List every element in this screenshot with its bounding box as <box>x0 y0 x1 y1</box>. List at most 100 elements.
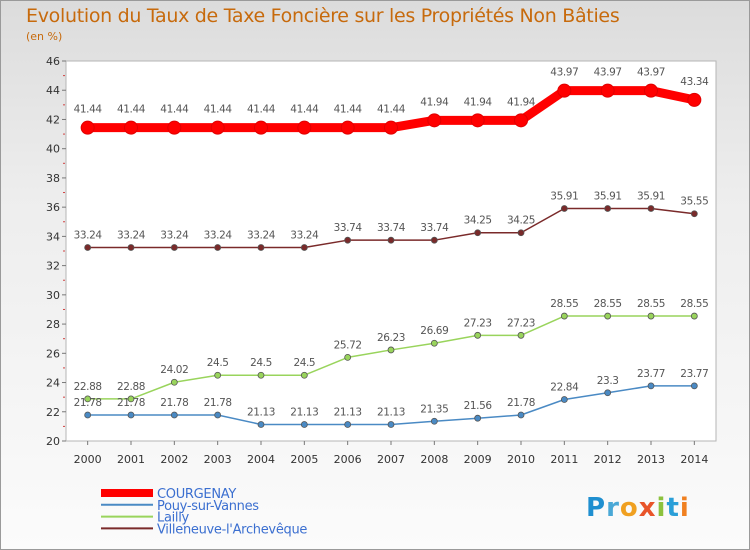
data-point <box>647 312 655 320</box>
data-label: 26.23 <box>377 332 405 344</box>
legend-label-1: Pouy-sur-Vannes <box>157 499 259 514</box>
x-tick-label: 2009 <box>464 453 492 466</box>
data-label: 24.5 <box>293 357 315 369</box>
x-tick-label: 2004 <box>247 453 275 466</box>
data-label: 23.77 <box>680 368 708 380</box>
data-point <box>474 229 482 237</box>
data-point <box>687 92 702 107</box>
data-label: 28.55 <box>594 298 622 310</box>
chart-title: Evolution du Taux de Taxe Foncière sur l… <box>26 5 620 27</box>
data-label: 35.91 <box>550 190 578 202</box>
data-label: 21.13 <box>247 406 275 418</box>
data-label: 41.94 <box>464 96 493 108</box>
x-tick-label: 2006 <box>334 453 362 466</box>
data-point <box>300 371 308 379</box>
x-tick-label: 2003 <box>204 453 232 466</box>
data-point <box>560 312 568 320</box>
data-point <box>127 411 135 419</box>
data-point <box>604 389 612 397</box>
data-label: 21.78 <box>74 397 102 409</box>
data-point <box>690 382 698 390</box>
data-label: 27.23 <box>507 317 535 329</box>
data-point <box>80 120 95 135</box>
data-label: 43.97 <box>594 67 622 79</box>
x-tick-label: 2002 <box>160 453 188 466</box>
data-point <box>514 113 528 128</box>
data-point <box>170 378 178 386</box>
data-label: 33.24 <box>204 229 233 241</box>
data-point <box>300 244 308 251</box>
proxiti-logo: Proxiti <box>586 493 690 523</box>
x-tick-label: 2014 <box>680 453 708 466</box>
y-tick-label: 26 <box>46 347 60 360</box>
data-point <box>384 120 398 135</box>
data-point <box>210 120 225 135</box>
data-label: 21.78 <box>117 397 145 409</box>
data-label: 35.55 <box>680 196 708 208</box>
data-point <box>254 120 268 135</box>
data-point <box>427 113 442 128</box>
data-label: 33.24 <box>160 229 189 241</box>
data-label: 41.44 <box>377 104 406 116</box>
data-label: 23.77 <box>637 368 665 380</box>
data-label: 35.91 <box>637 190 665 202</box>
data-label: 33.74 <box>420 222 449 234</box>
data-label: 21.13 <box>334 406 362 418</box>
y-tick-label: 22 <box>46 406 60 419</box>
data-point <box>604 205 612 212</box>
data-label: 41.94 <box>507 96 536 108</box>
data-point <box>297 120 312 135</box>
data-point <box>344 353 352 361</box>
y-tick-label: 36 <box>46 201 60 214</box>
data-point <box>474 331 482 339</box>
x-tick-label: 2010 <box>507 453 535 466</box>
x-tick-label: 2012 <box>594 453 622 466</box>
data-label: 22.88 <box>74 381 102 393</box>
data-point <box>387 421 395 428</box>
data-label: 25.72 <box>334 339 362 351</box>
y-tick-label: 34 <box>46 230 60 243</box>
data-point <box>344 421 352 428</box>
data-label: 28.55 <box>637 298 665 310</box>
x-tick-label: 2000 <box>74 453 102 466</box>
chart-subtitle: (en %) <box>26 30 63 43</box>
data-label: 41.44 <box>160 104 189 116</box>
data-label: 43.34 <box>680 76 709 88</box>
data-label: 33.24 <box>290 229 319 241</box>
y-tick-label: 30 <box>46 289 60 302</box>
data-point <box>84 411 92 419</box>
data-point <box>430 417 438 425</box>
legend-label-2: Lailly <box>157 511 190 526</box>
data-label: 21.13 <box>377 406 405 418</box>
data-point <box>257 371 265 379</box>
y-tick-label: 38 <box>46 172 60 185</box>
data-label: 43.97 <box>550 67 578 79</box>
y-tick-label: 40 <box>46 143 60 156</box>
data-point <box>690 312 698 320</box>
data-point <box>340 120 355 135</box>
data-point <box>690 210 698 218</box>
data-label: 21.78 <box>160 397 188 409</box>
data-label: 21.56 <box>464 400 493 412</box>
data-point <box>167 120 182 135</box>
y-tick-label: 32 <box>46 260 60 273</box>
data-point <box>604 312 612 320</box>
data-label: 41.94 <box>420 96 449 108</box>
data-label: 34.25 <box>507 215 535 227</box>
data-point <box>647 205 655 212</box>
data-label: 41.44 <box>74 104 103 116</box>
legend-label-0: COURGENAY <box>157 487 236 502</box>
data-label: 23.3 <box>597 375 619 387</box>
y-tick-label: 46 <box>46 55 60 68</box>
data-label: 41.44 <box>204 104 233 116</box>
data-point <box>257 421 265 428</box>
data-point <box>170 244 178 251</box>
data-point <box>474 414 482 422</box>
data-label: 41.44 <box>290 104 319 116</box>
data-label: 41.44 <box>334 104 363 116</box>
data-label: 41.44 <box>247 104 276 116</box>
data-point <box>214 411 222 419</box>
data-label: 28.55 <box>680 298 708 310</box>
y-tick-label: 20 <box>46 435 60 448</box>
data-point <box>644 83 658 98</box>
